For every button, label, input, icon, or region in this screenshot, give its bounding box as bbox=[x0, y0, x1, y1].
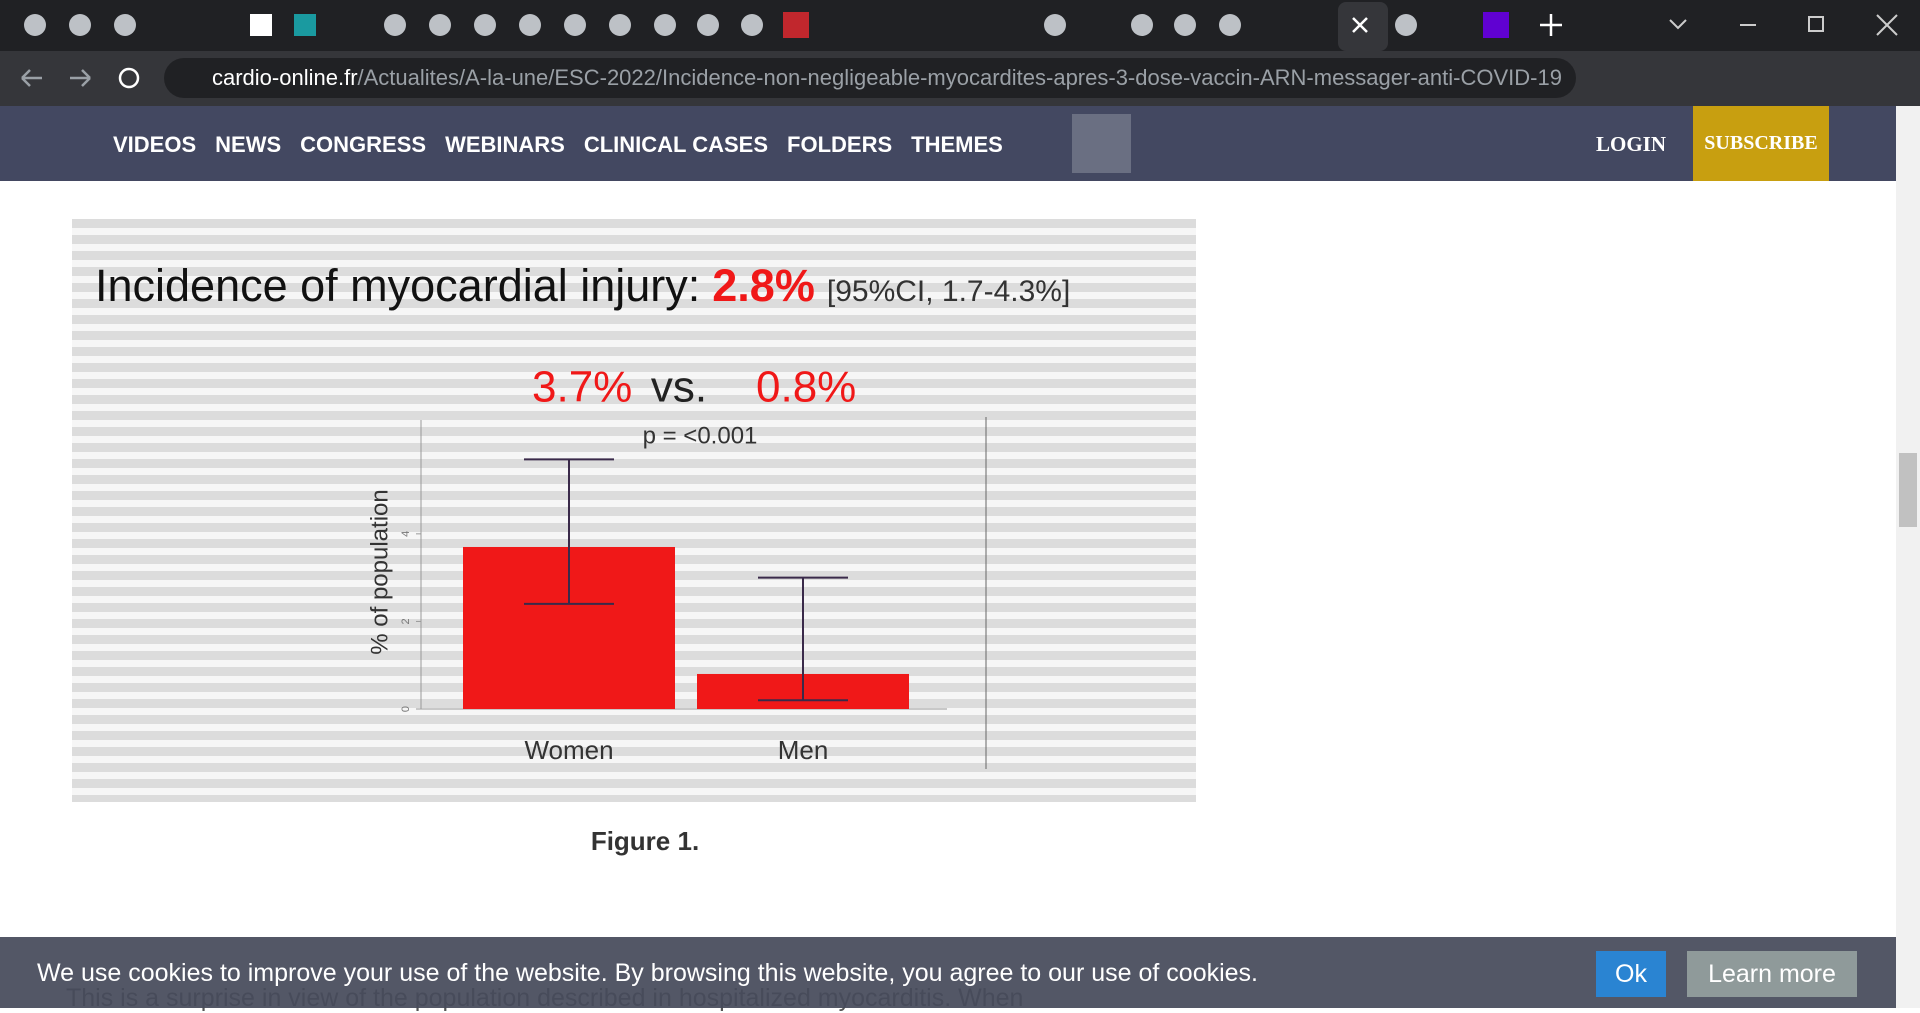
subscribe[interactable]: SUBSCRIBE bbox=[1693, 106, 1829, 181]
x-tick-label: Women bbox=[524, 735, 613, 765]
y-tick-label: 0 bbox=[400, 706, 412, 712]
cookie-banner: We use cookies to improve your use of th… bbox=[0, 937, 1896, 1008]
annotation: p = <0.001 bbox=[643, 422, 758, 449]
ok-button[interactable]: Ok bbox=[1596, 951, 1666, 997]
nav-item[interactable]: VIDEOS bbox=[113, 132, 197, 157]
nav-item[interactable]: CONGRESS bbox=[300, 132, 427, 157]
y-tick-label: 2 bbox=[400, 618, 412, 624]
nav-item[interactable]: CLINICAL CASES bbox=[583, 132, 769, 157]
y-axis-label: % of population bbox=[366, 489, 393, 654]
scrollbar[interactable] bbox=[1896, 106, 1920, 1008]
nav-item[interactable]: FOLDERS bbox=[787, 132, 893, 157]
learn-more-button[interactable]: Learn more bbox=[1687, 951, 1857, 997]
x-tick-label: Men bbox=[778, 735, 829, 765]
address-bar[interactable]: cardio-online.fr/Actualites/A-la-une/ESC… bbox=[164, 58, 1576, 98]
comparison-word: vs. bbox=[651, 363, 707, 412]
scroll-thumb[interactable] bbox=[1899, 453, 1917, 527]
headline-value: 2.8% bbox=[712, 260, 815, 311]
nav-item[interactable]: THEMES bbox=[911, 132, 1003, 157]
cookie-message: We use cookies to improve your use of th… bbox=[37, 959, 1258, 987]
url-path: /Actualites/A-la-une/ESC-2022/Incidence-… bbox=[357, 65, 1562, 90]
figure: Incidence of myocardial injury: 2.8% [95%C… bbox=[72, 219, 1196, 802]
y-tick-label: 4 bbox=[400, 531, 412, 537]
caption: Figure 1. bbox=[590, 826, 700, 856]
value-label: 0.8% bbox=[756, 363, 856, 412]
value-label: 3.7% bbox=[532, 363, 632, 412]
chart: Incidence of myocardial injury: 2.8% [95%C… bbox=[95, 260, 1070, 769]
tab-icons bbox=[24, 2, 1898, 51]
site-nav: VIDEOS NEWS CONGRESS WEBINARS CLINICAL CASES… bbox=[0, 106, 1896, 181]
tab-strip bbox=[0, 0, 1920, 51]
nav-item[interactable]: WEBINARS bbox=[445, 132, 565, 157]
nav-buttons bbox=[21, 67, 140, 89]
nav-item[interactable]: NEWS bbox=[215, 132, 282, 157]
url-host: cardio-online.fr bbox=[212, 65, 358, 90]
login[interactable]: LOGIN bbox=[1596, 132, 1667, 156]
chart-title: Incidence of myocardial injury: bbox=[95, 260, 700, 311]
confidence-interval: [95%CI, 1.7-4.3%] bbox=[827, 275, 1070, 308]
search-button[interactable] bbox=[1072, 114, 1131, 173]
